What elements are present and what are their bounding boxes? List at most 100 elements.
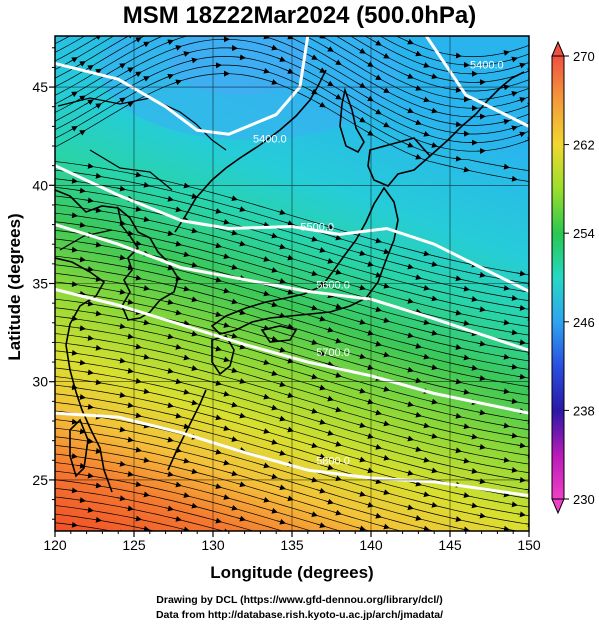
wind-arrow	[228, 401, 238, 408]
wind-arrow	[324, 46, 334, 52]
wind-arrow	[516, 339, 526, 346]
wind-arrow	[140, 285, 150, 291]
wind-arrow	[268, 473, 278, 480]
wind-arrow	[380, 53, 390, 59]
wind-arrow	[364, 95, 374, 102]
wind-arrow	[516, 270, 526, 277]
wind-arrow	[404, 142, 414, 148]
wind-arrow	[220, 494, 230, 500]
contour-label: 5700.0	[316, 347, 350, 359]
wind-arrow	[356, 387, 366, 394]
wind-arrow	[228, 264, 238, 270]
wind-arrow	[324, 498, 334, 505]
wind-arrow	[524, 383, 529, 390]
wind-arrow	[84, 472, 94, 479]
wind-arrow	[189, 539, 197, 541]
wind-arrow	[268, 267, 278, 273]
wind-arrow	[516, 511, 526, 518]
wind-arrow	[76, 221, 86, 228]
wind-arrow	[260, 496, 270, 503]
wind-arrow	[477, 584, 485, 586]
wind-arrow	[372, 478, 382, 485]
wind-arrow	[428, 501, 438, 508]
wind-arrow	[276, 278, 286, 284]
wind-arrow	[212, 345, 222, 352]
wind-arrow	[524, 486, 529, 493]
wind-arrow	[180, 354, 190, 361]
wind-arrow	[372, 512, 382, 519]
wind-arrow	[124, 101, 134, 108]
wind-arrow	[404, 401, 414, 407]
streamline	[55, 505, 192, 531]
wind-arrow	[316, 384, 326, 391]
wind-arrow	[308, 304, 318, 311]
wind-arrow	[412, 153, 422, 160]
wind-arrow	[268, 404, 278, 411]
wind-arrow	[325, 535, 333, 537]
wind-arrow	[140, 216, 150, 223]
wind-arrow	[180, 251, 190, 258]
wind-arrow	[172, 240, 182, 247]
wind-arrow	[332, 509, 342, 516]
wind-arrow	[228, 195, 238, 202]
wind-arrow	[220, 322, 230, 328]
wind-arrow	[164, 333, 174, 340]
streamline	[55, 161, 529, 276]
wind-arrow	[517, 583, 525, 584]
wind-arrow	[420, 284, 430, 291]
wind-arrow	[84, 334, 94, 341]
wind-arrow	[212, 380, 222, 386]
wind-arrow	[188, 296, 198, 303]
wind-arrow	[356, 319, 366, 325]
wind-arrow	[316, 487, 326, 494]
wind-arrow	[476, 375, 486, 381]
wind-arrow	[460, 354, 470, 361]
wind-arrow	[380, 282, 390, 289]
wind-arrow	[228, 298, 238, 305]
streamline	[55, 479, 284, 531]
wind-arrow	[509, 573, 517, 574]
wind-arrow	[332, 406, 342, 413]
wind-arrow	[92, 207, 102, 214]
wind-arrow	[84, 162, 94, 169]
wind-arrow	[140, 76, 150, 82]
wind-arrow	[500, 50, 510, 56]
wind-arrow	[524, 280, 529, 287]
wind-arrow	[452, 86, 462, 93]
wind-arrow	[421, 562, 429, 564]
colorbar-gradient	[551, 55, 565, 500]
wind-arrow	[332, 440, 342, 447]
wind-arrow	[309, 582, 317, 584]
colorbar-tick-label: 246	[573, 315, 595, 330]
wind-arrow	[380, 386, 390, 392]
wind-arrow	[68, 91, 78, 98]
wind-arrow	[124, 471, 134, 477]
wind-arrow	[516, 62, 526, 69]
wind-arrow	[364, 433, 374, 439]
wind-arrow	[428, 261, 438, 267]
streamline	[55, 36, 529, 109]
wind-arrow	[68, 384, 78, 391]
wind-arrow	[84, 369, 94, 376]
wind-arrow	[413, 552, 421, 554]
wind-arrow	[228, 436, 238, 442]
wind-arrow	[508, 125, 518, 132]
wind-arrow	[220, 356, 230, 363]
wind-arrow	[188, 227, 198, 234]
wind-arrow	[420, 525, 430, 531]
wind-arrow	[508, 175, 518, 182]
wind-arrow	[468, 502, 478, 509]
wind-arrow	[68, 246, 78, 253]
streamline	[55, 453, 371, 531]
wind-arrow	[356, 116, 366, 123]
wind-arrow	[476, 512, 486, 519]
wind-arrow	[405, 575, 413, 577]
wind-arrow	[405, 541, 413, 543]
wind-arrow	[284, 220, 294, 226]
wind-arrow	[116, 254, 126, 261]
wind-arrow	[308, 511, 318, 517]
wind-arrow	[316, 522, 326, 528]
wind-arrow	[92, 103, 102, 109]
wind-arrow	[172, 79, 182, 86]
wind-arrow	[220, 253, 230, 260]
